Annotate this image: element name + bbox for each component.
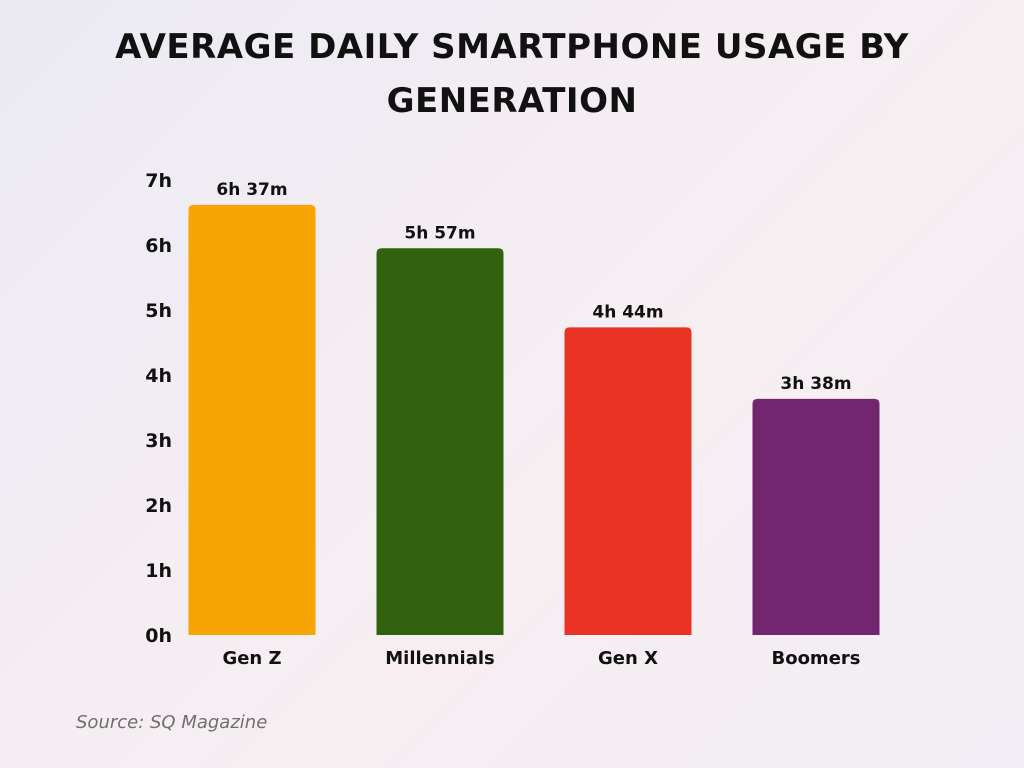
bar-millennials — [376, 248, 504, 635]
x-category-label: Gen X — [598, 648, 658, 669]
x-category-label: Boomers — [771, 648, 860, 669]
y-tick-label: 1h — [145, 560, 172, 582]
y-tick-label: 7h — [145, 170, 172, 192]
y-tick-label: 6h — [145, 235, 172, 257]
y-tick-label: 5h — [145, 300, 172, 322]
y-tick-label: 0h — [145, 625, 172, 647]
bar-boomers — [752, 398, 880, 635]
source-note: Source: SQ Magazine — [76, 712, 268, 733]
x-category-label: Gen Z — [222, 648, 281, 669]
bar-gen-x — [564, 327, 692, 635]
bar-value-label: 5h 57m — [404, 223, 475, 243]
x-category-label: Millennials — [385, 648, 494, 669]
y-tick-label: 4h — [145, 365, 172, 387]
bar-value-label: 6h 37m — [216, 180, 287, 200]
y-tick-label: 2h — [145, 495, 172, 517]
chart-title: AVERAGE DAILY SMARTPHONE USAGE BY GENERA… — [115, 27, 909, 121]
bar-value-label: 3h 38m — [780, 374, 851, 394]
bar-value-label: 4h 44m — [592, 302, 663, 322]
bar-gen-z — [188, 204, 316, 635]
y-tick-label: 3h — [145, 430, 172, 452]
